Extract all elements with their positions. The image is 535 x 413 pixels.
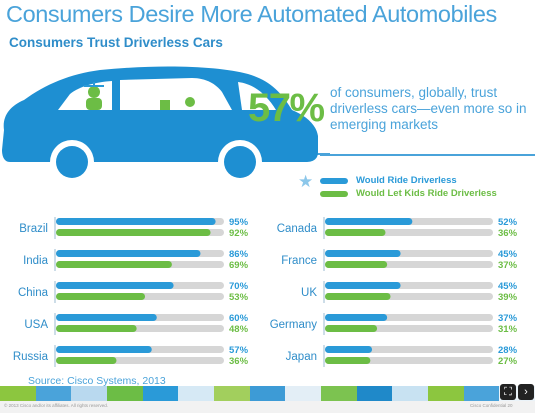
bar-kids-usa: [56, 325, 137, 332]
value-label-ride-uk: 45%: [498, 281, 518, 292]
bar-kids-brazil: [56, 229, 211, 236]
hero-percent: 57%: [248, 86, 325, 130]
legend-swatch-ride: [320, 177, 348, 184]
passenger-body: [86, 98, 102, 110]
legend-label-ride: Would Ride Driverless: [356, 175, 457, 186]
value-label-ride-brazil: 95%: [229, 217, 249, 228]
bar-ride-canada: [325, 218, 413, 225]
bar-kids-russia: [56, 357, 117, 364]
passenger-head-2: [185, 97, 195, 107]
value-label-kids-usa: 48%: [229, 324, 249, 335]
rear-wheel: [224, 146, 256, 178]
bar-kids-france: [325, 261, 388, 268]
country-label-usa: USA: [24, 319, 48, 331]
value-label-kids-uk: 39%: [498, 292, 518, 303]
page-title: Consumers Desire More Automated Automobi…: [6, 1, 497, 27]
footer-bar: [0, 401, 535, 413]
value-label-ride-canada: 52%: [498, 217, 518, 228]
legend-item-ride: Would Ride Driverless: [320, 174, 497, 187]
value-label-kids-canada: 36%: [498, 228, 518, 239]
legend-label-kids: Would Let Kids Ride Driverless: [356, 188, 497, 199]
value-label-ride-russia: 57%: [229, 345, 249, 356]
value-label-ride-china: 70%: [229, 281, 249, 292]
value-label-ride-japan: 28%: [498, 345, 518, 356]
bar-kids-uk: [325, 293, 391, 300]
bar-ride-china: [56, 282, 174, 289]
chart-legend: Would Ride Driverless Would Let Kids Rid…: [320, 174, 497, 200]
page-subtitle: Consumers Trust Driverless Cars: [9, 35, 223, 50]
country-label-japan: Japan: [286, 351, 317, 363]
bar-kids-germany: [325, 325, 378, 332]
car-illustration: [2, 66, 330, 184]
value-label-kids-india: 69%: [229, 260, 249, 271]
value-label-kids-brazil: 92%: [229, 228, 249, 239]
bar-ride-india: [56, 250, 201, 257]
bar-ride-germany: [325, 314, 388, 321]
country-label-france: France: [281, 255, 317, 267]
bar-ride-france: [325, 250, 401, 257]
bar-ride-russia: [56, 346, 152, 353]
hero-text: of consumers, globally, trust driverless…: [330, 85, 527, 132]
bar-kids-canada: [325, 229, 386, 236]
value-label-kids-china: 53%: [229, 292, 249, 303]
bar-ride-brazil: [56, 218, 216, 225]
car-window-rear: [238, 82, 276, 110]
legend-swatch-kids: [320, 190, 348, 197]
copyright: © 2013 Cisco and/or its affiliates. All …: [4, 403, 109, 408]
value-label-ride-india: 86%: [229, 249, 249, 260]
car-window-middle: [120, 78, 232, 110]
country-label-china: China: [18, 287, 49, 299]
hero-divider: [320, 154, 535, 156]
confidential-label: Cisco Confidential 20: [470, 403, 513, 408]
country-label-brazil: Brazil: [19, 223, 48, 235]
star-icon: ★: [298, 172, 314, 191]
value-label-kids-germany: 31%: [498, 324, 518, 335]
legend-item-kids: Would Let Kids Ride Driverless: [320, 187, 497, 200]
bar-ride-usa: [56, 314, 157, 321]
passenger-cap: [84, 82, 104, 87]
steering-wheel: [160, 100, 170, 110]
country-label-russia: Russia: [13, 351, 49, 363]
value-label-kids-france: 37%: [498, 260, 518, 271]
bar-kids-india: [56, 261, 172, 268]
value-label-ride-germany: 37%: [498, 313, 518, 324]
value-label-kids-russia: 36%: [229, 356, 249, 367]
value-label-ride-usa: 60%: [229, 313, 249, 324]
country-label-germany: Germany: [270, 319, 318, 331]
bar-ride-uk: [325, 282, 401, 289]
source-note: Source: Cisco Systems, 2013: [28, 375, 166, 387]
footer-color-strip: [0, 386, 535, 401]
bar-kids-japan: [325, 357, 371, 364]
front-wheel: [56, 146, 88, 178]
country-label-india: India: [23, 255, 49, 267]
passenger-head: [88, 86, 100, 98]
value-label-ride-france: 45%: [498, 249, 518, 260]
fullscreen-icon[interactable]: ⛶: [500, 384, 516, 400]
bar-ride-japan: [325, 346, 373, 353]
next-icon[interactable]: ›: [518, 384, 534, 400]
country-label-uk: UK: [301, 287, 317, 299]
country-label-canada: Canada: [277, 223, 318, 235]
bar-kids-china: [56, 293, 146, 300]
value-label-kids-japan: 27%: [498, 356, 518, 367]
